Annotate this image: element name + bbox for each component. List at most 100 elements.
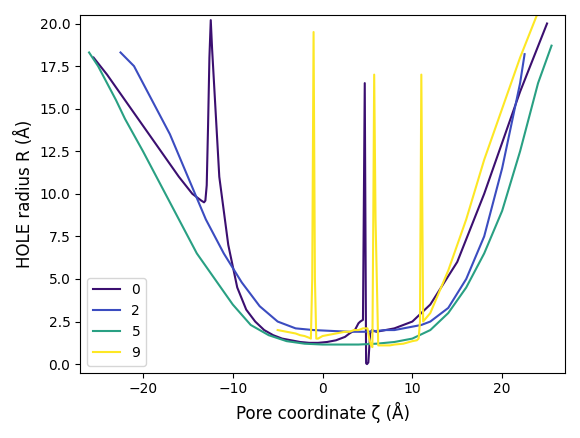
Line: 5: 5	[89, 46, 552, 345]
0	[349, 329, 356, 334]
9	[418, 72, 425, 77]
9	[427, 311, 434, 316]
9	[420, 319, 427, 324]
0	[202, 198, 209, 203]
5	[95, 64, 102, 69]
2	[445, 305, 452, 311]
9	[324, 332, 331, 338]
Y-axis label: HOLE radius R (Å): HOLE radius R (Å)	[15, 120, 34, 268]
5	[481, 251, 488, 256]
5	[517, 148, 524, 154]
2	[517, 81, 524, 86]
2	[166, 131, 173, 137]
9	[360, 326, 367, 331]
9	[463, 217, 470, 222]
9	[371, 72, 378, 77]
9	[370, 217, 377, 222]
0	[342, 334, 349, 339]
5	[463, 285, 470, 290]
9	[366, 336, 373, 341]
2	[400, 326, 407, 331]
2	[274, 319, 281, 324]
2	[409, 324, 416, 329]
9	[416, 319, 423, 324]
5	[319, 342, 326, 347]
9	[350, 328, 357, 333]
2	[148, 98, 155, 103]
5	[445, 311, 452, 316]
2	[427, 319, 434, 324]
9	[342, 329, 349, 334]
0	[364, 361, 371, 367]
Line: 9: 9	[278, 0, 547, 347]
9	[369, 344, 376, 350]
5	[122, 116, 129, 121]
2	[328, 328, 335, 334]
X-axis label: Pore coordinate ζ (Å): Pore coordinate ζ (Å)	[235, 402, 409, 423]
2	[202, 217, 209, 222]
2	[481, 234, 488, 239]
2	[346, 329, 353, 334]
9	[499, 106, 506, 111]
2	[521, 52, 528, 57]
9	[313, 336, 320, 341]
9	[414, 338, 420, 343]
0	[543, 21, 550, 26]
9	[400, 341, 407, 346]
5	[355, 342, 362, 347]
9	[346, 329, 353, 334]
2	[238, 280, 245, 285]
5	[157, 183, 164, 188]
2	[310, 328, 317, 333]
5	[301, 341, 308, 346]
5	[427, 328, 434, 333]
Legend: 0, 2, 5, 9: 0, 2, 5, 9	[87, 278, 146, 366]
Line: 2: 2	[121, 53, 524, 332]
9	[378, 343, 385, 348]
9	[364, 326, 371, 331]
0	[351, 328, 358, 333]
5	[229, 302, 236, 307]
2	[220, 251, 227, 256]
5	[535, 81, 542, 86]
9	[481, 157, 488, 162]
5	[499, 208, 506, 213]
2	[364, 329, 371, 334]
9	[368, 343, 375, 348]
2	[184, 174, 191, 180]
5	[104, 81, 111, 86]
9	[307, 336, 314, 341]
0	[207, 18, 214, 23]
2	[292, 326, 299, 331]
5	[409, 336, 416, 341]
9	[391, 342, 398, 347]
5	[337, 342, 344, 347]
9	[274, 328, 281, 333]
5	[247, 322, 254, 328]
9	[355, 328, 362, 333]
5	[265, 332, 272, 338]
9	[445, 268, 452, 273]
5	[139, 148, 146, 154]
5	[373, 341, 380, 346]
9	[332, 331, 339, 336]
2	[256, 304, 263, 309]
9	[517, 55, 524, 60]
9	[409, 339, 416, 344]
5	[548, 43, 555, 48]
0	[90, 55, 97, 60]
9	[382, 343, 389, 348]
9	[306, 335, 313, 340]
2	[117, 50, 124, 55]
9	[386, 343, 393, 348]
9	[301, 333, 308, 339]
5	[391, 339, 398, 345]
9	[375, 343, 382, 348]
9	[309, 276, 316, 282]
9	[292, 331, 299, 336]
5	[211, 276, 218, 282]
9	[372, 217, 379, 222]
5	[175, 217, 182, 222]
5	[193, 251, 200, 256]
2	[463, 276, 470, 282]
